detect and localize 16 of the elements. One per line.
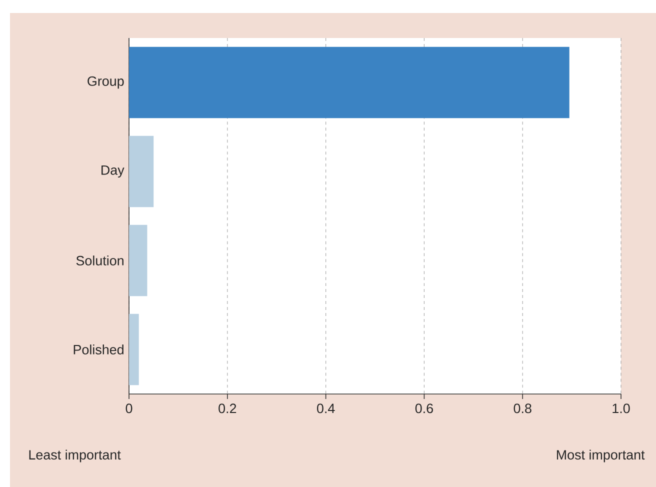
bar: [129, 136, 154, 208]
y-tick-label: Solution: [76, 256, 124, 266]
y-tick-label: Group: [88, 76, 124, 89]
x-tick-label: 0.2: [218, 404, 236, 414]
y-tick-label: Day: [102, 165, 124, 178]
text: Least important: [29, 450, 121, 462]
x-tick-label: 0.8: [514, 404, 532, 414]
y-tick-label: Polished: [74, 344, 124, 354]
text: Most important: [556, 450, 645, 462]
bar: [129, 46, 570, 118]
bar: [129, 314, 139, 386]
bar: [129, 224, 148, 296]
x-tick-label: 0.4: [316, 404, 335, 414]
x-tick-label: 0: [126, 404, 132, 414]
x-tick-label: 0.6: [415, 404, 433, 414]
x-tick-label: 1.0: [612, 404, 630, 414]
